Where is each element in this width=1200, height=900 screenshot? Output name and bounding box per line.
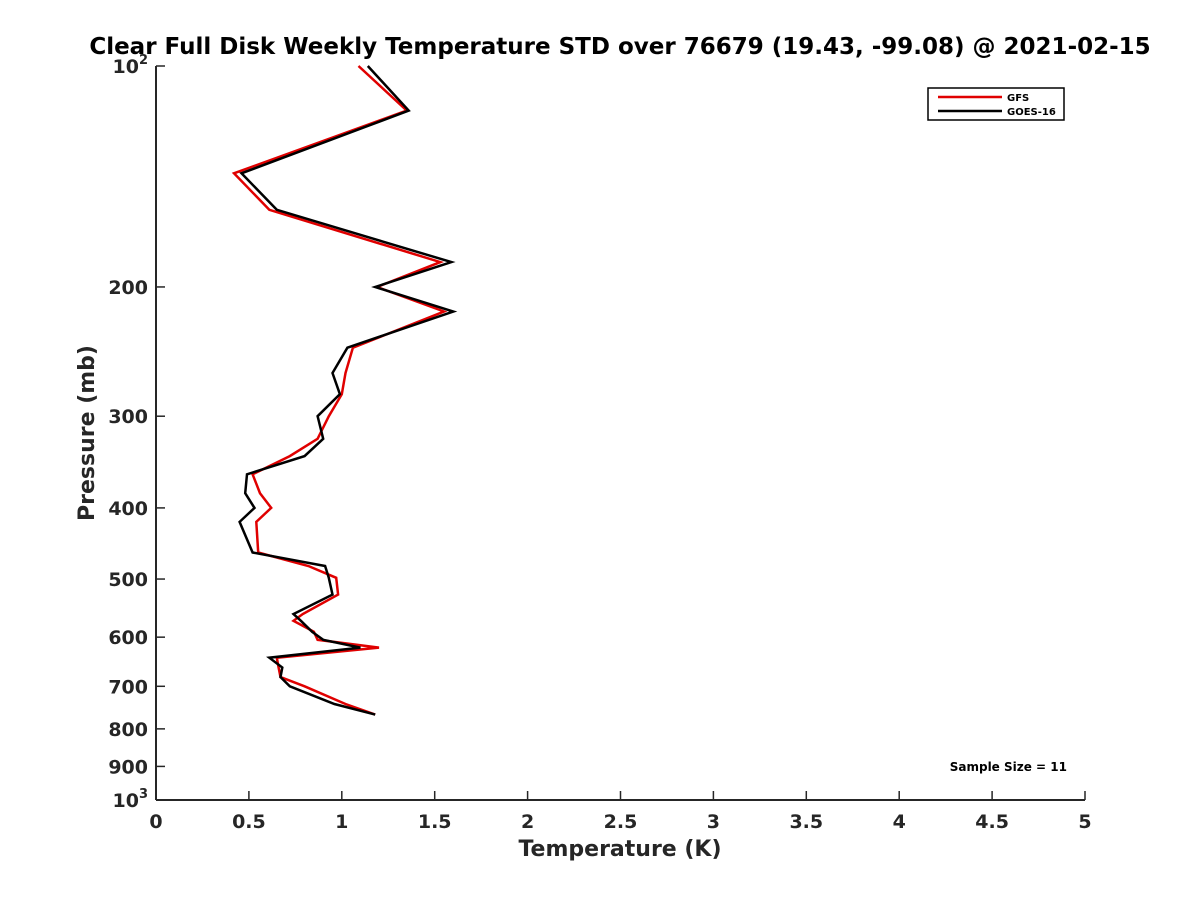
x-tick-label: 5	[1078, 811, 1091, 833]
y-tick-label: 102	[113, 53, 149, 78]
y-tick-label: 300	[108, 406, 148, 428]
y-axis-ticks: 102 200 300 400 500 600 700 800 900 103	[108, 53, 165, 812]
legend-box	[927, 87, 1065, 121]
x-tick-label: 1	[335, 811, 348, 833]
x-tick-label: 0.5	[232, 811, 266, 833]
sample-size-annotation: Sample Size = 11	[950, 760, 1067, 774]
x-tick-label: 3.5	[789, 811, 823, 833]
y-tick-label: 103	[113, 787, 149, 812]
series-layer	[231, 65, 458, 716]
chart-title: Clear Full Disk Weekly Temperature STD o…	[89, 34, 1150, 60]
y-tick-label: 900	[108, 756, 148, 778]
legend-label-goes16: GOES-16	[1007, 107, 1056, 118]
series-line-goes16	[238, 65, 458, 716]
x-axis-ticks: 0 0.5 1 1.5 2 2.5 3 3.5 4 4.5 5	[149, 791, 1092, 833]
plot-frame	[155, 66, 1085, 801]
x-tick-label: 3	[707, 811, 720, 833]
x-tick-label: 2	[521, 811, 534, 833]
y-tick-label: 700	[108, 676, 148, 698]
legend-label-gfs: GFS	[1007, 93, 1029, 104]
y-tick-label: 800	[108, 719, 148, 741]
x-tick-label: 2.5	[604, 811, 638, 833]
x-tick-label: 4	[893, 811, 906, 833]
y-tick-label: 500	[108, 569, 148, 591]
x-tick-label: 0	[149, 811, 162, 833]
x-tick-label: 1.5	[418, 811, 452, 833]
y-tick-label: 400	[108, 498, 148, 520]
y-axis-label: Pressure (mb)	[75, 345, 100, 521]
x-axis-label: Temperature (K)	[518, 837, 721, 862]
x-tick-label: 4.5	[975, 811, 1009, 833]
y-tick-label: 200	[108, 277, 148, 299]
legend: GFS GOES-16	[927, 87, 1065, 121]
y-tick-label: 600	[108, 627, 148, 649]
